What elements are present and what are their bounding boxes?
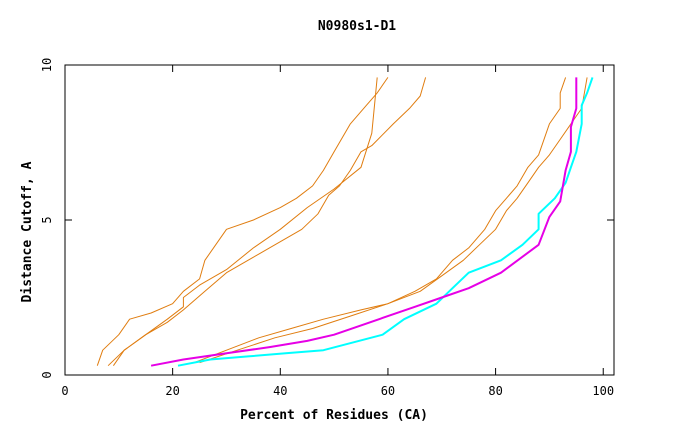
series-line-model-cyan [177,77,594,367]
series-line-model-e [199,77,588,364]
chart-title: N0980s1-D1 [318,19,396,34]
series-line-model-c [112,77,378,366]
x-tick-label: 20 [165,384,179,398]
series-line-model-d [194,77,567,364]
tick-layer: 0 20 40 60 80 100 0 5 10 [40,58,614,398]
series-line-model-magenta [150,77,578,367]
x-tick-label: 0 [61,384,68,398]
x-axis-label: Percent of Residues (CA) [240,408,428,423]
series-layer [96,77,594,367]
x-tick-label: 60 [381,384,395,398]
y-tick-label: 10 [40,58,54,72]
y-tick-label: 0 [40,371,54,378]
y-tick-label: 5 [40,216,54,223]
x-tick-label: 40 [273,384,287,398]
y-axis-label: Distance Cutoff, A [20,161,35,302]
x-tick-label: 100 [592,384,614,398]
x-tick-label: 80 [488,384,502,398]
series-line-model-a [96,77,389,366]
series-line-model-b [107,77,427,367]
